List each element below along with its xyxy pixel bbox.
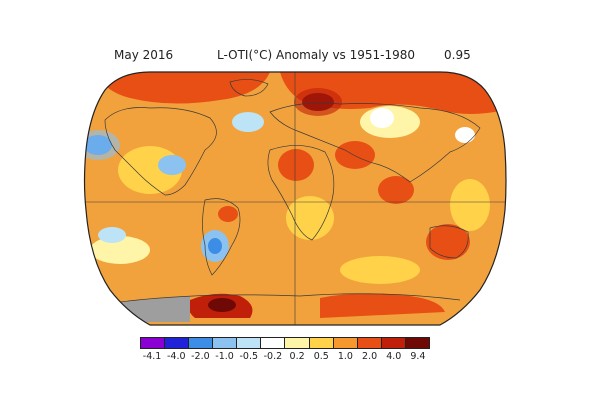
middle-east-warm-region: [335, 141, 375, 169]
legend-tick-label: -4.0: [166, 351, 186, 362]
antarctic-hotspot: [208, 298, 236, 312]
greenland-outline: [229, 79, 269, 97]
legend-color-bar: [140, 337, 430, 349]
arctic-canada-warm-region: [95, 72, 270, 104]
antarctica-outline: [119, 293, 461, 303]
legend-swatch: [165, 338, 190, 348]
legend-tick-label: -4.1: [142, 351, 162, 362]
siberia-hot-halo: [294, 88, 342, 116]
legend-tick-label: -0.5: [239, 351, 259, 362]
australia-outline: [429, 225, 469, 259]
pacific-mild-region: [450, 179, 490, 231]
north-atlantic-cool-region: [232, 112, 264, 132]
eastern-us-cool-region: [158, 155, 186, 175]
anomaly-field: [84, 72, 506, 325]
legend-swatch: [381, 338, 406, 348]
legend-tick-labels: -4.1 -4.0 -2.0 -1.0 -0.5 -0.2 0.2 0.5 1.0 2.0 4.0 9…: [140, 351, 430, 365]
legend-swatch: [213, 338, 238, 348]
south-america-outline: [202, 198, 241, 276]
legend-tick-label: 2.0: [362, 351, 378, 362]
map-header: May 2016 L-OTI(°C) Anomaly vs 1951-1980 …: [0, 48, 605, 68]
legend-swatch: [357, 338, 382, 348]
legend-swatch: [237, 338, 262, 348]
north-pacific-cool-halo: [84, 130, 120, 160]
australia-warm-region: [426, 224, 470, 260]
globe-border: [83, 71, 507, 326]
legend-swatch: [333, 338, 358, 348]
global-mean-value: 0.95: [444, 48, 471, 62]
legend-tick-label: -1.0: [215, 351, 234, 362]
coastlines: [104, 79, 481, 303]
east-pacific-mild-region: [90, 236, 150, 264]
sahara-warm-region: [278, 149, 314, 181]
south-america-cool-core: [208, 238, 222, 254]
africa-outline: [267, 145, 335, 241]
amazon-warm-region: [218, 206, 238, 222]
east-asia-neutral-region: [455, 127, 475, 143]
map-title: L-OTI(°C) Anomaly vs 1951-1980: [217, 48, 416, 62]
central-africa-mild-region: [286, 196, 334, 240]
legend-tick-label: 4.0: [386, 351, 402, 362]
legend-tick-label: 1.0: [337, 351, 353, 362]
legend-swatch: [189, 338, 214, 348]
period-label: May 2016: [114, 48, 174, 62]
south-pacific-cool-region: [98, 227, 126, 243]
southern-ocean-mild-region: [340, 256, 420, 284]
legend-tick-label: -0.2: [263, 351, 283, 362]
south-asia-warm-region: [378, 176, 414, 204]
legend-swatch: [141, 338, 166, 348]
east-antarctic-warm-region: [320, 293, 445, 318]
legend-tick-label: -2.0: [191, 351, 210, 362]
legend-swatch: [285, 338, 310, 348]
legend-tick-label: 0.5: [313, 351, 329, 362]
legend-tick-label: 0.2: [289, 351, 305, 362]
legend-swatch: [405, 338, 429, 348]
central-asia-neutral-region: [370, 108, 394, 128]
legend-swatch: [309, 338, 334, 348]
legend-swatch: [261, 338, 286, 348]
legend-tick-label: 9.4: [410, 351, 426, 362]
eurasia-outline: [269, 102, 481, 183]
color-legend: -4.1 -4.0 -2.0 -1.0 -0.5 -0.2 0.2 0.5 1.0 2.0 4.0 9…: [140, 337, 430, 365]
north-america-outline: [104, 107, 217, 196]
